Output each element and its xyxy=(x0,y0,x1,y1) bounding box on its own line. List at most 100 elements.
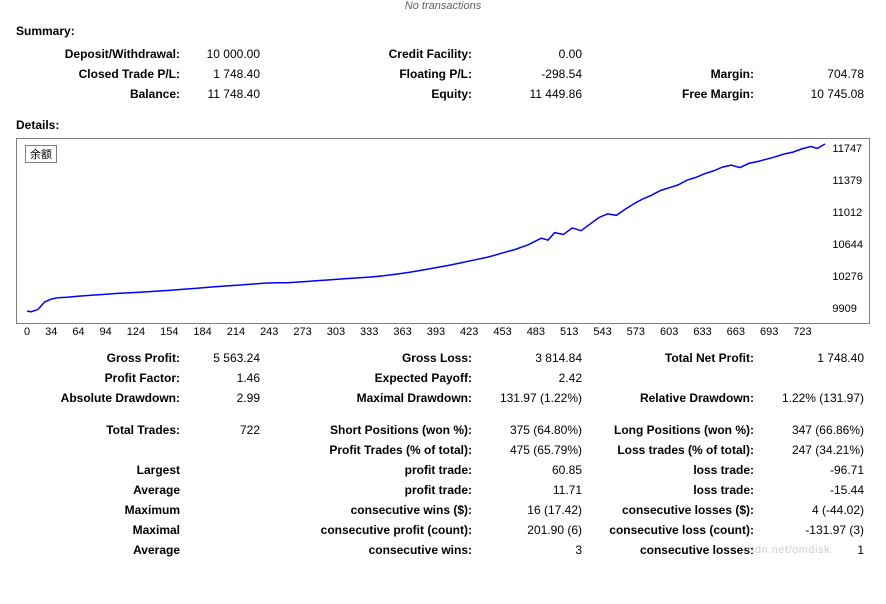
stat-value: 1 xyxy=(760,540,870,560)
stat-value: 1 748.40 xyxy=(760,348,870,368)
balance-chart: 余额 11747113791101210644102769909 xyxy=(16,138,870,324)
stat-label: Loss trades (% of total): xyxy=(600,440,760,460)
stat-value: 475 (65.79%) xyxy=(478,440,588,460)
x-tick: 243 xyxy=(260,326,278,338)
stat-value: 1 748.40 xyxy=(186,64,266,84)
stat-label: Gross Loss: xyxy=(278,348,478,368)
x-tick: 693 xyxy=(760,326,778,338)
details-table-2: Total Trades:722 Short Positions (won %):… xyxy=(16,420,870,560)
stat-value: 1.22% (131.97) xyxy=(760,388,870,408)
stat-value: 1.46 xyxy=(186,368,266,388)
x-tick: 34 xyxy=(45,326,57,338)
stat-value: -15.44 xyxy=(760,480,870,500)
x-tick: 0 xyxy=(24,326,30,338)
x-tick: 363 xyxy=(393,326,411,338)
stat-label: Balance: xyxy=(16,84,186,104)
stat-label: Maximal xyxy=(16,520,186,540)
stat-value: 11.71 xyxy=(478,480,588,500)
x-tick: 154 xyxy=(160,326,178,338)
stat-label: consecutive wins: xyxy=(278,540,478,560)
stat-value xyxy=(186,460,266,480)
stat-value: 131.97 (1.22%) xyxy=(478,388,588,408)
stat-label: Equity: xyxy=(278,84,478,104)
stat-value: 4 (-44.02) xyxy=(760,500,870,520)
stat-label xyxy=(600,44,760,64)
stat-value: 2.42 xyxy=(478,368,588,388)
chart-legend: 余额 xyxy=(25,145,57,163)
x-tick: 723 xyxy=(793,326,811,338)
stat-value: 11 449.86 xyxy=(478,84,588,104)
stat-label: consecutive losses ($): xyxy=(600,500,760,520)
stat-value: 3 xyxy=(478,540,588,560)
stat-label: Closed Trade P/L: xyxy=(16,64,186,84)
x-tick: 64 xyxy=(72,326,84,338)
stat-label: Profit Factor: xyxy=(16,368,186,388)
stat-label: Short Positions (won %): xyxy=(278,420,478,440)
x-tick: 453 xyxy=(493,326,511,338)
x-tick: 333 xyxy=(360,326,378,338)
stat-label: consecutive profit (count): xyxy=(278,520,478,540)
stat-value: 5 563.24 xyxy=(186,348,266,368)
stat-label: Expected Payoff: xyxy=(278,368,478,388)
x-tick: 214 xyxy=(227,326,245,338)
stat-value: 2.99 xyxy=(186,388,266,408)
stat-value: 375 (64.80%) xyxy=(478,420,588,440)
chart-area: 余额 11747113791101210644102769909 xyxy=(19,141,867,321)
stat-label: Long Positions (won %): xyxy=(600,420,760,440)
x-tick: 513 xyxy=(560,326,578,338)
stat-label: Floating P/L: xyxy=(278,64,478,84)
x-tick: 483 xyxy=(527,326,545,338)
stat-label: Maximum xyxy=(16,500,186,520)
x-tick: 603 xyxy=(660,326,678,338)
no-transactions-header: No transactions xyxy=(16,0,870,10)
stat-value: 3 814.84 xyxy=(478,348,588,368)
stat-label: Total Net Profit: xyxy=(600,348,760,368)
x-tick: 573 xyxy=(627,326,645,338)
stat-value: 60.85 xyxy=(478,460,588,480)
stat-value: -298.54 xyxy=(478,64,588,84)
stat-label: Relative Drawdown: xyxy=(600,388,760,408)
stat-value: 704.78 xyxy=(760,64,870,84)
x-tick: 663 xyxy=(727,326,745,338)
y-tick: 11747 xyxy=(832,143,863,155)
stat-value: 247 (34.21%) xyxy=(760,440,870,460)
stat-label: Total Trades: xyxy=(16,420,186,440)
stat-value xyxy=(760,368,870,388)
y-tick: 10644 xyxy=(832,239,863,251)
stat-label: profit trade: xyxy=(278,480,478,500)
y-tick: 9909 xyxy=(832,303,863,315)
stat-label: profit trade: xyxy=(278,460,478,480)
x-tick: 633 xyxy=(693,326,711,338)
x-axis-ticks: 0346494124154184214243273303333363393423… xyxy=(24,326,812,338)
x-tick: 303 xyxy=(327,326,345,338)
stat-value xyxy=(186,480,266,500)
stat-value: 722 xyxy=(186,420,266,440)
stat-label xyxy=(16,440,186,460)
stat-label: consecutive losses: xyxy=(600,540,760,560)
stat-value: -96.71 xyxy=(760,460,870,480)
stat-value: 10 000.00 xyxy=(186,44,266,64)
stat-label: Gross Profit: xyxy=(16,348,186,368)
y-tick: 11012 xyxy=(832,207,863,219)
x-tick: 273 xyxy=(293,326,311,338)
stat-label: Average xyxy=(16,480,186,500)
stat-value xyxy=(186,520,266,540)
details-table-1: Gross Profit:5 563.24 Gross Loss:3 814.84… xyxy=(16,348,870,408)
y-axis-ticks: 11747113791101210644102769909 xyxy=(832,143,863,315)
stat-label: consecutive loss (count): xyxy=(600,520,760,540)
x-tick: 423 xyxy=(460,326,478,338)
stat-value: 11 748.40 xyxy=(186,84,266,104)
stat-value: -131.97 (3) xyxy=(760,520,870,540)
stat-label: consecutive wins ($): xyxy=(278,500,478,520)
summary-title: Summary: xyxy=(16,24,870,38)
x-tick: 184 xyxy=(193,326,211,338)
stat-value xyxy=(186,540,266,560)
stat-value: 16 (17.42) xyxy=(478,500,588,520)
stat-value xyxy=(186,500,266,520)
stat-label: Largest xyxy=(16,460,186,480)
stat-value xyxy=(186,440,266,460)
stat-label: Average xyxy=(16,540,186,560)
stat-value: 201.90 (6) xyxy=(478,520,588,540)
details-title: Details: xyxy=(16,118,870,132)
stat-value: 10 745.08 xyxy=(760,84,870,104)
